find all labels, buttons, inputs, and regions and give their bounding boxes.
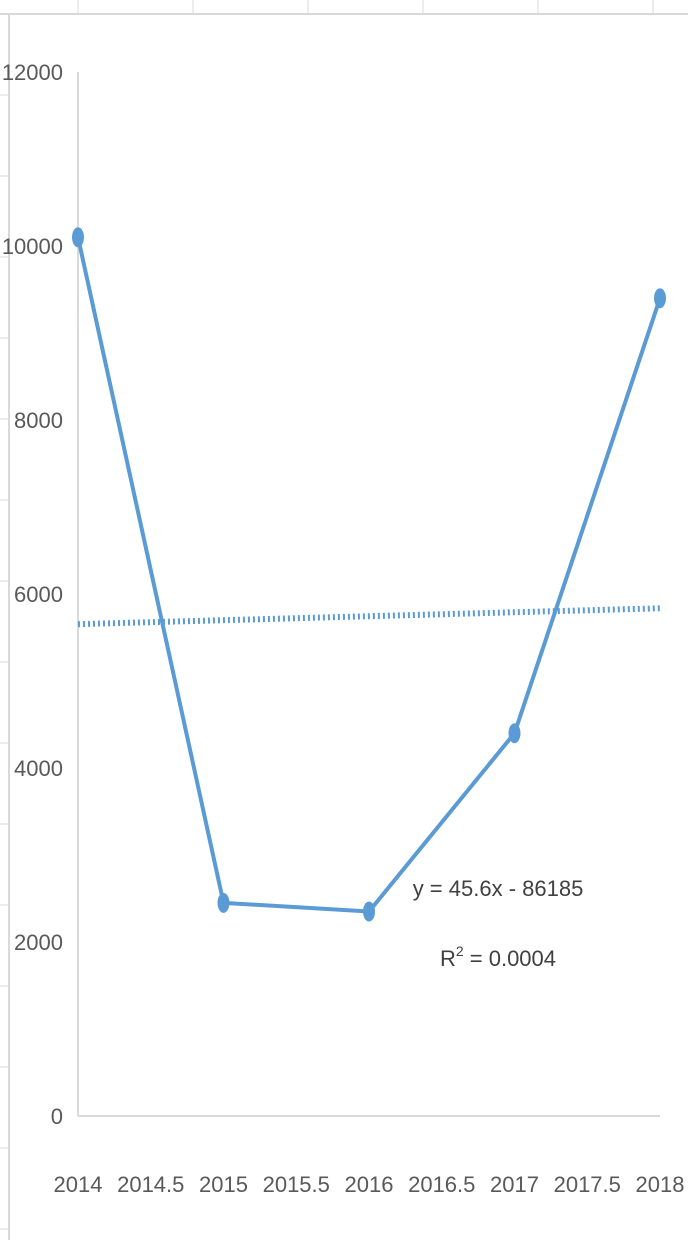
x-tick-label: 2017.5 [554,1172,621,1197]
x-tick-label: 2015.5 [263,1172,330,1197]
y-tick-label: 2000 [14,930,63,955]
x-tick-label: 2015 [199,1172,248,1197]
x-tick-label: 2016 [345,1172,394,1197]
series-line [76,236,662,914]
y-tick-label: 10000 [2,234,63,259]
y-tick-label: 12000 [2,60,63,85]
y-tick-label: 8000 [14,408,63,433]
trendline-r-squared: R2 = 0.0004 [440,943,556,971]
trendline-equation: y = 45.6x - 86185 [413,876,584,901]
x-tick-label: 2018 [636,1172,685,1197]
x-tick-label: 2016.5 [408,1172,475,1197]
y-tick-label: 4000 [14,756,63,781]
y-tick-label: 0 [51,1104,63,1129]
data-point [72,227,84,248]
data-point [654,288,666,309]
x-tick-label: 2017 [490,1172,539,1197]
trendline [77,605,661,628]
data-point [217,892,230,913]
x-tick-label: 2014 [54,1172,103,1197]
data-point [363,901,375,922]
x-tick-label: 2014.5 [117,1172,184,1197]
y-tick-label: 6000 [14,582,63,607]
data-point [508,723,521,744]
